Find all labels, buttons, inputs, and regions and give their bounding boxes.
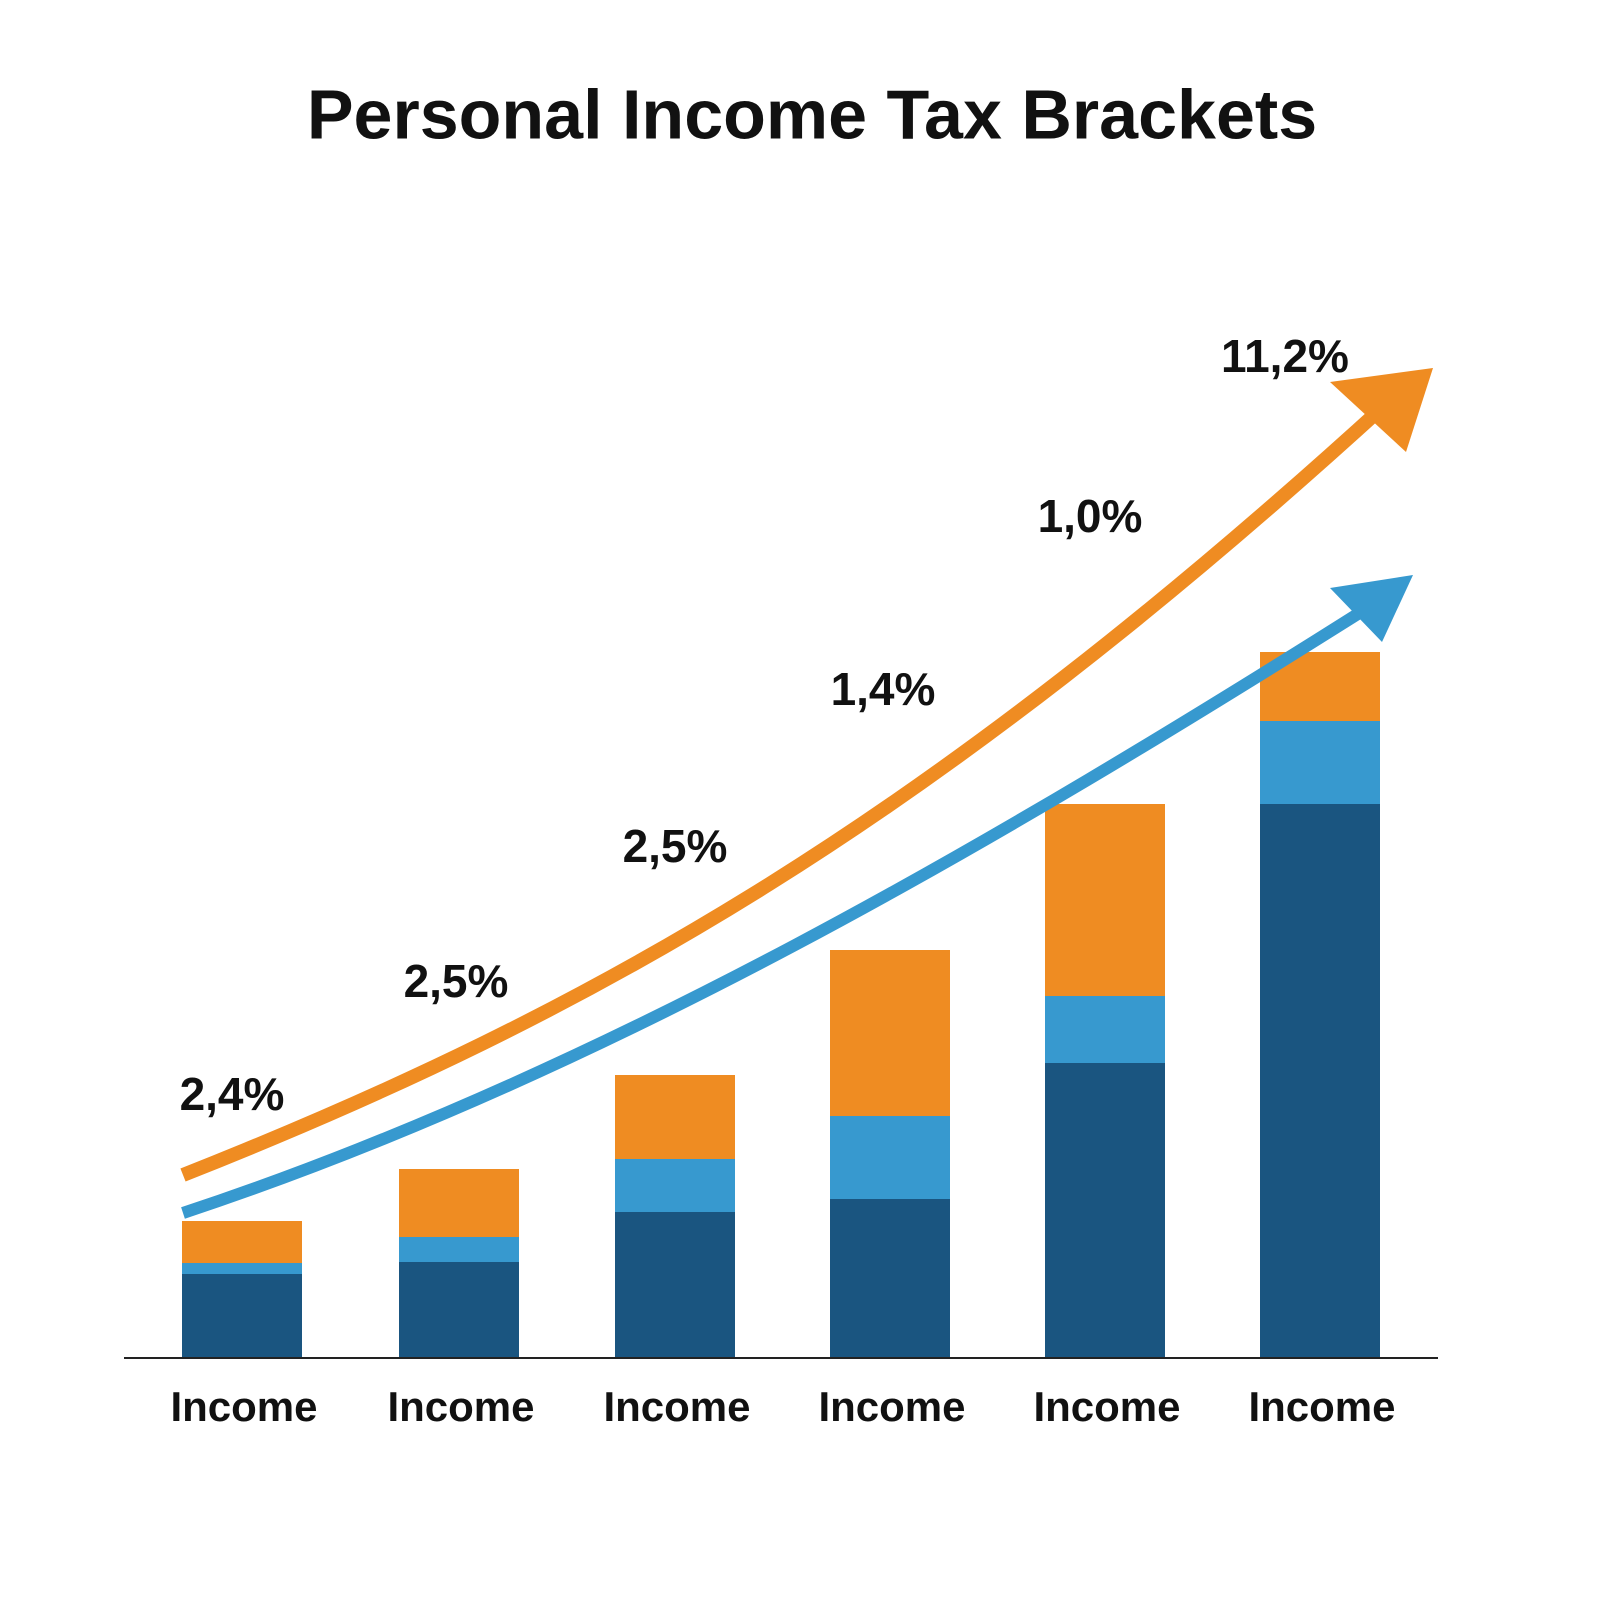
bars [182, 652, 1380, 1358]
x-tick-label: Income [170, 1383, 317, 1430]
x-tick-label: Income [387, 1383, 534, 1430]
bar-segment [399, 1262, 519, 1358]
arrow-head [1330, 368, 1433, 452]
bar-segment [182, 1263, 302, 1274]
x-tick-label: Income [603, 1383, 750, 1430]
bar-segment [182, 1221, 302, 1263]
arrow-head [1330, 575, 1413, 642]
bar-segment [830, 1199, 950, 1358]
annotation: 2,4% [180, 1068, 285, 1120]
bar-segment [399, 1169, 519, 1237]
bar-segment [830, 950, 950, 1116]
bar-segment [615, 1212, 735, 1358]
bar-segment [1045, 996, 1165, 1063]
bar-segment [830, 1116, 950, 1199]
x-tick-label: Income [1033, 1383, 1180, 1430]
annotation: 2,5% [623, 820, 728, 872]
x-tick-label: Income [818, 1383, 965, 1430]
bar-segment [182, 1274, 302, 1358]
bar-segment [399, 1237, 519, 1262]
bar-segment [1045, 1063, 1165, 1358]
trend-arrow [181, 599, 1376, 1219]
x-tick-label: Income [1248, 1383, 1395, 1430]
annotation: 1,0% [1038, 490, 1143, 542]
annotation: 1,4% [831, 663, 936, 715]
chart-title: Personal Income Tax Brackets [307, 75, 1317, 153]
annotation: 2,5% [404, 955, 509, 1007]
bar-segment [1045, 804, 1165, 996]
bar-segment [1260, 804, 1380, 1358]
bar-segment [1260, 721, 1380, 804]
bar-segment [615, 1075, 735, 1159]
bar-segment [615, 1159, 735, 1212]
trend-arrow [180, 399, 1390, 1182]
annotation: 11,2% [1221, 330, 1349, 382]
